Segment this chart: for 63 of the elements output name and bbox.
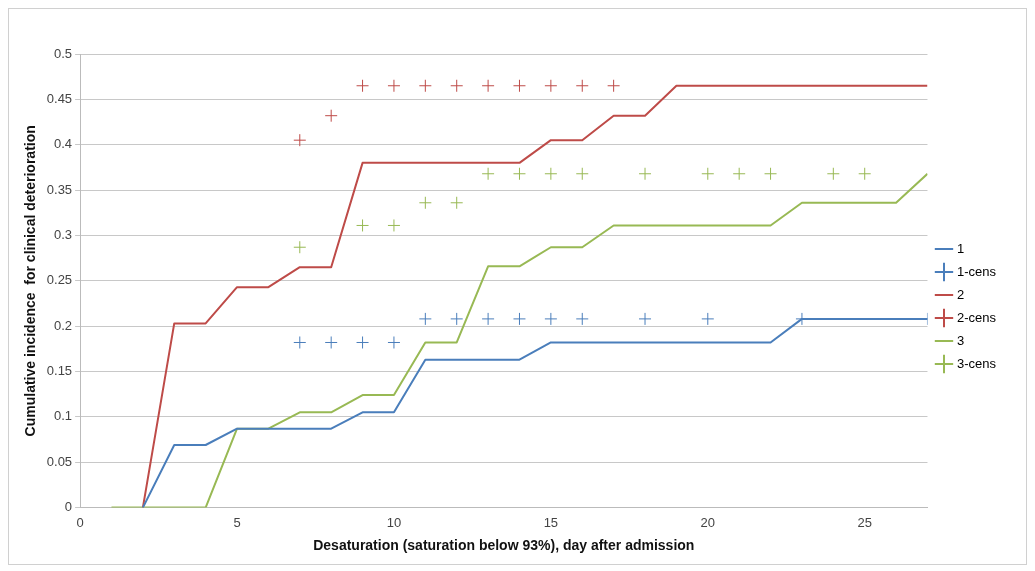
- point: [293, 335, 307, 349]
- point: [701, 312, 715, 326]
- y-tick-label: 0.35: [46, 181, 73, 197]
- point: [324, 109, 338, 123]
- point: [418, 79, 432, 93]
- point: [544, 312, 558, 326]
- y-tick-label: 0.45: [46, 90, 73, 106]
- x-axis-title: Desaturation (saturation below 93%), day after admission: [313, 537, 695, 554]
- y-tick-label: 0.15: [46, 363, 73, 379]
- x-tick-label: 5: [233, 514, 241, 530]
- legend-label: 1: [956, 240, 965, 256]
- point: [324, 335, 338, 349]
- point: [575, 79, 589, 93]
- y-tick-label: 0: [64, 499, 73, 515]
- point: [387, 79, 401, 93]
- point: [293, 133, 307, 147]
- point: [356, 218, 370, 232]
- point: [638, 167, 652, 181]
- point: [418, 312, 432, 326]
- point: [481, 312, 495, 326]
- point: [732, 167, 746, 181]
- point: [387, 335, 401, 349]
- y-tick-label: 0.1: [54, 408, 73, 424]
- legend-label: 3: [956, 332, 965, 348]
- point: [764, 167, 778, 181]
- y-tick-label: 0.2: [54, 317, 73, 333]
- point: [418, 196, 432, 210]
- point: [356, 335, 370, 349]
- point: [387, 218, 401, 232]
- y-tick-label: 0.4: [54, 136, 73, 152]
- point: [575, 312, 589, 326]
- point: [826, 167, 840, 181]
- y-tick-label: 0.3: [54, 227, 73, 243]
- point: [450, 196, 464, 210]
- point: [858, 167, 872, 181]
- point: [701, 167, 715, 181]
- y-tick-label: 0.05: [46, 453, 73, 469]
- point: [512, 167, 526, 181]
- point: [575, 167, 589, 181]
- y-axis-title: Cumulative incidence for clinical deterioration: [22, 125, 39, 437]
- point: [293, 240, 307, 254]
- point: [356, 79, 370, 93]
- x-tick-label: 0: [76, 514, 84, 530]
- legend-label: 3-cens: [956, 355, 997, 371]
- point: [638, 312, 652, 326]
- point: [450, 79, 464, 93]
- point: [481, 167, 495, 181]
- point: [544, 167, 558, 181]
- x-tick-label: 20: [700, 514, 716, 530]
- point: [544, 79, 558, 93]
- point: [481, 79, 495, 93]
- legend-label: 1-cens: [956, 263, 997, 279]
- y-tick-label: 0.25: [46, 272, 73, 288]
- point: [512, 312, 526, 326]
- point: [450, 312, 464, 326]
- legend-label: 2: [956, 286, 965, 302]
- point: [512, 79, 526, 93]
- x-tick-label: 25: [857, 514, 872, 530]
- x-tick-label: 10: [386, 514, 402, 530]
- y-tick-label: 0.5: [54, 45, 73, 61]
- legend-label: 2-cens: [956, 309, 997, 325]
- point: [607, 79, 621, 93]
- x-tick-label: 15: [543, 514, 559, 530]
